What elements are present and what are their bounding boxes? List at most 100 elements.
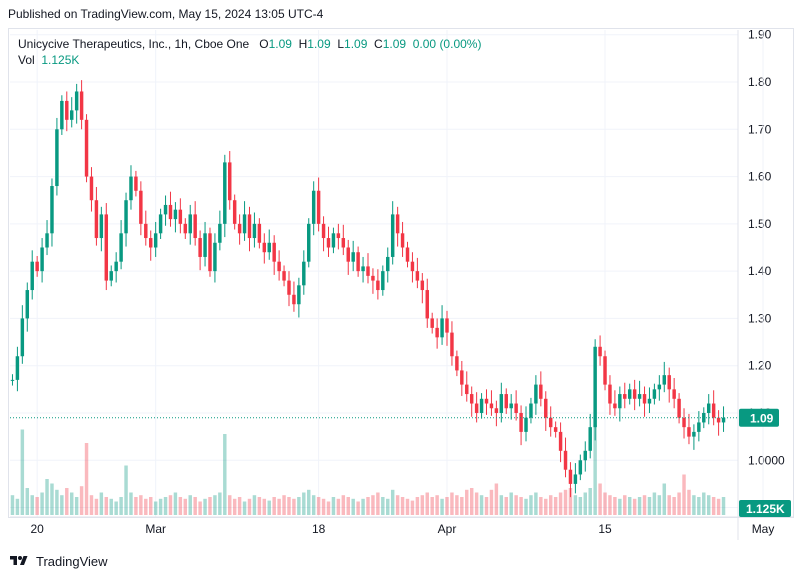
x-tick-label: Mar <box>145 522 166 536</box>
volume-bar <box>144 498 148 515</box>
volume-bar <box>79 486 84 515</box>
volume-bar <box>386 498 390 515</box>
legend-vol-value: 1.125K <box>41 53 80 67</box>
volume-bar <box>282 495 286 515</box>
candle-body <box>583 450 587 461</box>
volume-bar <box>35 497 39 515</box>
candle-body <box>139 190 143 224</box>
volume-bar <box>134 497 138 515</box>
candle-body <box>598 346 602 357</box>
volume-bar <box>163 497 168 515</box>
volume-bar <box>548 495 553 515</box>
candle-body <box>242 214 247 234</box>
legend-ohlc-row: Unicycive Therapeutics, Inc., 1h, Cboe O… <box>18 36 481 52</box>
candle-body <box>321 223 326 239</box>
volume-bar <box>395 495 400 515</box>
legend-low-label: L <box>337 37 345 51</box>
volume-bar <box>603 492 607 515</box>
candle-body <box>69 110 74 120</box>
candle-body <box>158 214 163 234</box>
candle-body <box>287 280 291 295</box>
volume-bar <box>183 498 188 515</box>
volume-bar <box>124 465 128 515</box>
volume-bar <box>193 497 197 515</box>
volume-bar <box>40 492 44 515</box>
last-volume-label: 1.125K <box>746 502 785 516</box>
volume-bar <box>109 498 113 515</box>
volume-bar <box>469 488 474 515</box>
volume-bar <box>25 488 30 515</box>
candle-body <box>692 431 696 437</box>
candle-body <box>114 261 118 272</box>
volume-bar <box>667 495 671 515</box>
candle-body <box>326 238 331 248</box>
legend-close-label: C <box>374 37 383 51</box>
volume-bar <box>74 497 79 515</box>
volume-bar <box>55 489 59 515</box>
candle-body <box>642 394 647 404</box>
candle-body <box>203 233 207 257</box>
candle-body <box>548 417 553 428</box>
candle-body <box>623 394 627 399</box>
volume-bar <box>307 489 311 515</box>
volume-bar <box>60 495 64 515</box>
candle-body <box>366 266 370 276</box>
candle-body <box>188 214 192 234</box>
candle-body <box>539 384 543 399</box>
volume-bar <box>583 492 587 515</box>
price-tick-label: 1.0000 <box>748 453 785 467</box>
volume-bar <box>415 497 420 515</box>
price-tick-label: 1.60 <box>748 170 772 184</box>
candle-body <box>311 190 316 224</box>
candle-body <box>144 223 148 239</box>
published-caption: Published on TradingView.com, May 15, 20… <box>8 7 324 21</box>
candle-body <box>55 129 59 187</box>
volume-bar <box>450 492 454 515</box>
volume-bar <box>544 498 548 515</box>
candle-body <box>637 394 642 399</box>
candle-body <box>499 394 504 413</box>
candle-body <box>573 474 578 484</box>
candle-body <box>79 91 84 120</box>
volume-bar <box>440 498 444 515</box>
volume-bar <box>706 495 711 515</box>
candle-body <box>124 200 128 234</box>
volume-bar <box>168 495 173 515</box>
volume-bar <box>247 498 252 515</box>
volume-bar <box>697 497 701 515</box>
volume-bar <box>129 492 133 515</box>
candle-body <box>74 91 79 111</box>
volume-bar <box>262 498 267 515</box>
candle-body <box>667 375 671 390</box>
volume-bar <box>297 497 301 515</box>
volume-bar <box>173 492 178 515</box>
candle-body <box>613 403 617 409</box>
volume-bar <box>460 497 464 515</box>
volume-bar <box>218 492 222 515</box>
candle-body <box>687 427 691 437</box>
volume-bar <box>613 497 617 515</box>
candle-body <box>178 209 183 224</box>
candle-body <box>247 214 252 239</box>
volume-bar <box>484 497 489 515</box>
volume-bar <box>331 497 336 515</box>
volume-bar <box>336 498 341 515</box>
volume-bar <box>45 479 49 515</box>
volume-bar <box>351 498 355 515</box>
legend-high-label: H <box>298 37 308 51</box>
candle-body <box>400 233 405 248</box>
candle-body <box>45 233 49 248</box>
volume-bar <box>711 497 716 515</box>
volume-bar <box>287 497 291 515</box>
volume-bar <box>519 497 523 515</box>
volume-bar <box>341 495 346 515</box>
candle-body <box>134 176 138 191</box>
candle-body <box>519 412 523 432</box>
candle-body <box>410 261 415 272</box>
tradingview-logo[interactable]: TradingView <box>8 550 108 572</box>
volume-bar <box>89 495 94 515</box>
volume-bar <box>326 501 331 515</box>
candle-body <box>716 417 721 423</box>
candle-body <box>371 275 375 281</box>
